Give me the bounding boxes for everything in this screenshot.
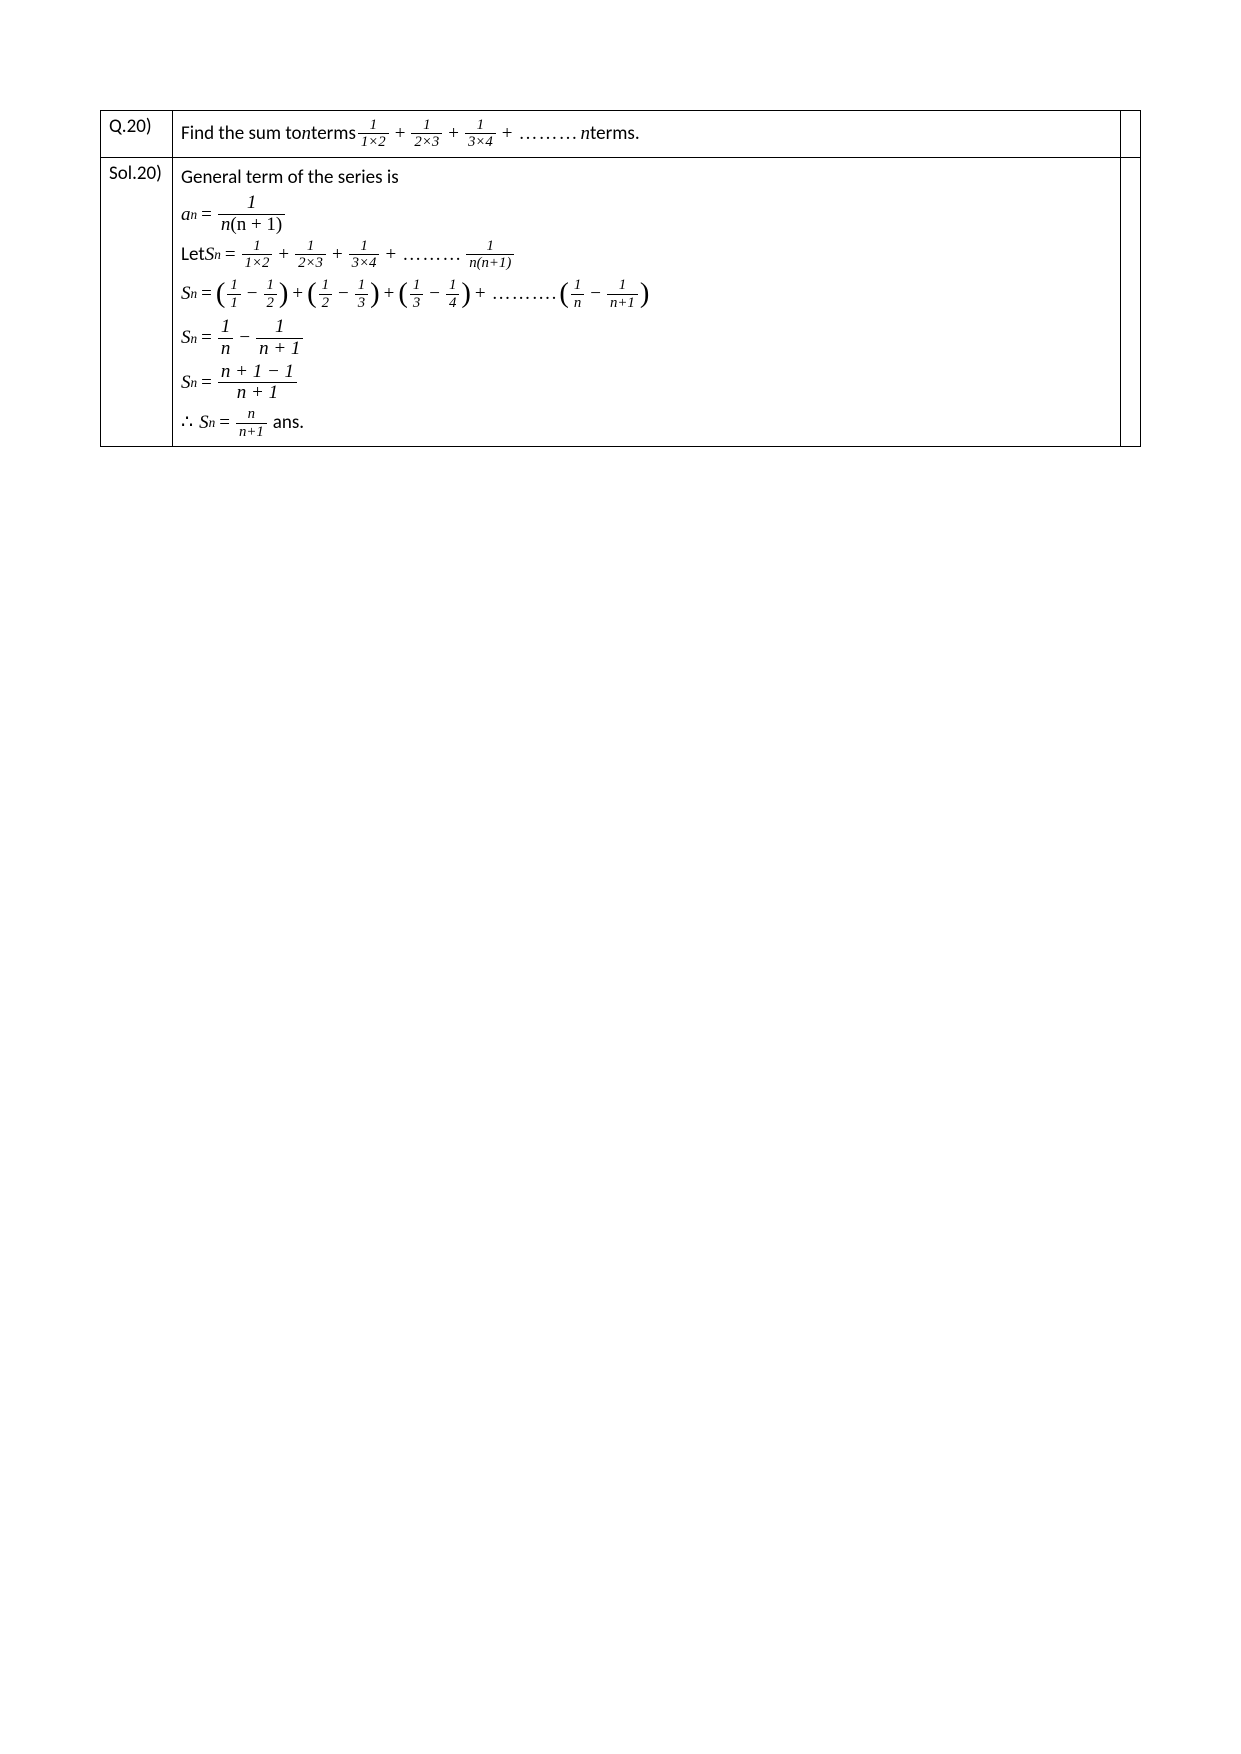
question-content-cell: Find the sum to n terms 1 1×2 + 1 2×3 + … <box>173 111 1121 158</box>
sol-line-6: Sn = n + 1 − 1n + 1 <box>181 362 1112 405</box>
question-expression: Find the sum to n terms 1 1×2 + 1 2×3 + … <box>181 117 1112 151</box>
frac-3: 1 3×4 <box>465 117 496 151</box>
frac-1: 1 1×2 <box>358 117 389 151</box>
question-mid: terms <box>311 120 356 148</box>
question-row: Q.20) Find the sum to n terms 1 1×2 + 1 … <box>101 111 1141 158</box>
sol-line-4: Sn = ( 11 − 12 ) + ( 12 − 13 ) + ( 13 − … <box>181 273 1112 314</box>
sol-line-1: General term of the series is <box>181 164 1112 192</box>
var-n: n <box>302 120 312 148</box>
question-label: Q.20) <box>109 115 152 138</box>
solution-spacer-cell <box>1121 157 1141 446</box>
sol-line-5: Sn = 1n − 1n + 1 <box>181 317 1112 360</box>
frac-an: 1 n(n + 1) <box>218 193 285 236</box>
question-spacer-cell <box>1121 111 1141 158</box>
question-label-cell: Q.20) <box>101 111 173 158</box>
solution-content-cell: General term of the series is an = 1 n(n… <box>173 157 1121 446</box>
solution-label-cell: Sol.20) <box>101 157 173 446</box>
qa-table: Q.20) Find the sum to n terms 1 1×2 + 1 … <box>100 110 1141 447</box>
sol-line-3: Let Sn = 11×2 + 12×3 + 13×4 + ……… 1n(n+1… <box>181 238 1112 272</box>
sol-line-2: an = 1 n(n + 1) <box>181 193 1112 236</box>
question-prefix: Find the sum to <box>181 120 302 148</box>
frac-2: 1 2×3 <box>411 117 442 151</box>
sol-line-7: ∴ Sn = nn+1 ans. <box>181 406 1112 440</box>
question-suffix: terms. <box>590 120 640 148</box>
solution-label: Sol.20) <box>109 162 162 185</box>
solution-row: Sol.20) General term of the series is an… <box>101 157 1141 446</box>
var-n2: n <box>580 120 590 148</box>
